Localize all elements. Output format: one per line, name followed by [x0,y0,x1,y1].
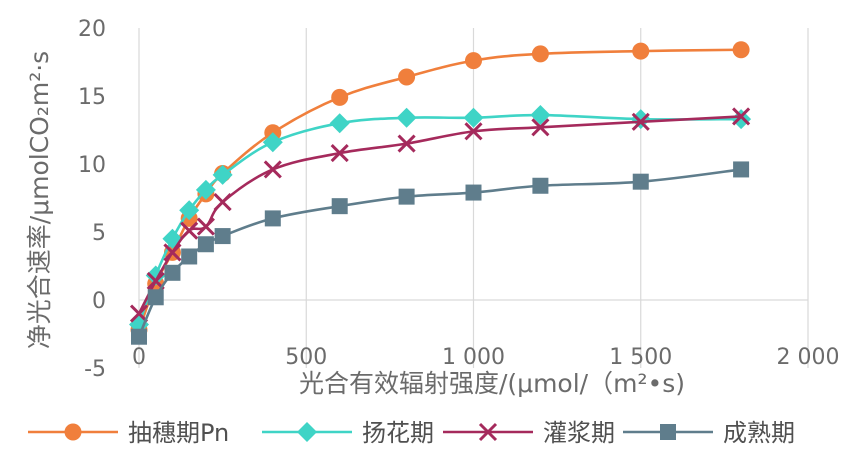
data-point [531,45,549,63]
data-point [263,160,282,179]
data-point [195,179,216,200]
x-tick-label: 1 000 [442,345,505,370]
data-point [463,107,484,128]
data-point [163,243,182,262]
legend-item-1: 扬花期 [262,419,434,447]
x-tick-label: 0 [132,345,146,370]
axis-layer: -5 0 5 10 15 20 0 500 1 000 1 500 2 000 [78,17,839,382]
data-point [329,113,350,134]
data-point [131,328,147,345]
data-point [197,236,214,253]
data-point [531,118,550,137]
data-point [196,217,215,236]
y-tick-label: 20 [78,17,106,42]
legend-marker [297,422,317,442]
legend: 抽穗期Pn 扬花期 灌浆期 成熟期 [28,419,795,447]
data-point [464,122,483,141]
y-tick-label: -5 [84,357,106,382]
y-tick-label: 15 [78,85,106,110]
data-point [632,173,649,190]
series-line-1 [137,113,742,325]
data-point [262,132,283,153]
x-tick-label: 2 000 [777,345,840,370]
data-point [532,177,549,194]
legend-item-0: 抽穗期Pn [28,419,229,447]
data-point [733,161,750,178]
data-point [213,193,232,212]
series-1 [129,105,752,335]
legend-label: 抽穗期Pn [128,419,229,447]
data-point [632,42,650,60]
y-axis-title: 净光合速率/μmolCO₂m²·s [25,51,54,349]
data-point [630,109,651,130]
data-point [732,41,750,59]
data-point [147,289,164,306]
series-layer [129,41,752,345]
x-axis-title: 光合有效辐射强度/(μmol/（m²•s) [299,369,685,398]
series-0 [130,41,750,339]
legend-marker [64,423,82,441]
y-tick-label: 0 [92,289,106,314]
legend-label: 灌浆期 [543,419,615,447]
data-point [181,248,198,265]
data-point [214,228,231,245]
legend-item-3: 成熟期 [623,419,795,447]
y-tick-label: 5 [92,221,106,246]
series-line-0 [137,48,742,331]
data-point [398,68,416,86]
legend-item-2: 灌浆期 [443,419,615,447]
data-point [331,88,349,106]
data-point [465,52,482,70]
data-point [732,107,751,126]
data-point [465,184,482,201]
x-tick-label: 1 500 [609,345,672,370]
data-point [164,264,181,281]
data-point [530,105,551,126]
data-point [398,188,415,205]
series-2 [129,107,751,323]
data-point [264,210,281,227]
data-point [331,198,348,215]
data-point [397,134,416,153]
legend-label: 成熟期 [723,419,795,447]
x-tick-label: 500 [285,345,327,370]
series-line-2 [137,115,742,315]
data-point [396,107,417,128]
data-point [179,200,200,221]
legend-marker [660,424,676,440]
data-point [631,112,650,131]
legend-marker [478,422,498,442]
legend-label: 扬花期 [362,419,434,447]
y-tick-label: 10 [78,153,106,178]
data-point [212,164,233,185]
data-point [330,144,349,163]
data-point [180,221,199,240]
series-3 [131,161,750,345]
data-point [731,109,752,130]
data-point [129,304,149,323]
